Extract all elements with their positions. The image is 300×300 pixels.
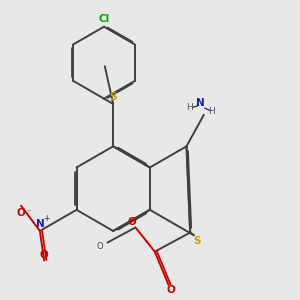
Text: H: H — [187, 103, 193, 112]
Text: O: O — [128, 217, 137, 226]
Text: O: O — [167, 285, 176, 295]
Text: N: N — [35, 219, 44, 229]
Text: S: S — [110, 92, 117, 102]
Text: N: N — [196, 98, 205, 108]
Text: Cl: Cl — [98, 14, 110, 24]
Text: O: O — [96, 242, 103, 251]
Text: H: H — [208, 106, 215, 116]
Text: S: S — [193, 236, 200, 247]
Text: +: + — [43, 214, 49, 223]
Text: O: O — [40, 250, 49, 260]
Text: ⁻: ⁻ — [27, 208, 32, 217]
Text: O: O — [17, 208, 26, 218]
